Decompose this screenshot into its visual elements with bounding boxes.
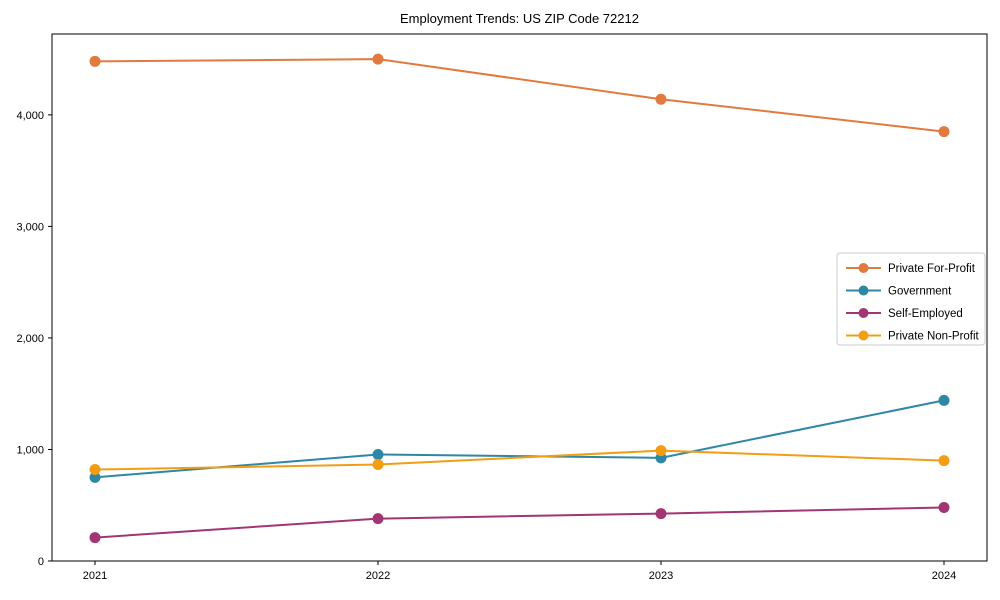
data-point-private-non-profit [89, 464, 101, 476]
legend-marker-self-employed [858, 308, 869, 318]
data-point-private-for-profit [89, 55, 101, 67]
plot-border [51, 33, 988, 562]
series-line-private-non-profit [94, 449, 945, 471]
x-axis-tick-label: 2021 [83, 570, 107, 582]
data-point-government [938, 394, 950, 406]
legend-marker-government [858, 285, 869, 296]
y-axis-tick-label: 0 [38, 556, 44, 568]
data-point-private-for-profit [372, 53, 384, 65]
legend-marker-private-non-profit [858, 330, 869, 341]
data-point-private-non-profit [372, 459, 384, 471]
legend-label-government: Government [888, 286, 952, 298]
legend-label-private-non-profit: Private Non-Profit [888, 331, 980, 343]
y-axis-tick-label: 2,000 [16, 333, 44, 345]
series-line-self-employed [94, 506, 945, 539]
data-point-government [372, 448, 384, 460]
data-point-private-for-profit [938, 126, 950, 138]
legend-label-self-employed: Self-Employed [888, 308, 963, 320]
data-point-self-employed [655, 508, 667, 520]
x-axis-tick-label: 2022 [366, 570, 390, 582]
y-axis-tick-label: 4,000 [16, 110, 44, 122]
data-point-self-employed [372, 513, 384, 525]
series-line-government [94, 399, 945, 479]
data-point-government [89, 471, 101, 483]
x-axis-tick-label: 2024 [932, 570, 956, 582]
data-point-self-employed [938, 501, 950, 513]
data-point-private-non-profit [938, 455, 950, 467]
x-axis-tick-label: 2023 [649, 570, 673, 582]
legend-label-private-for-profit: Private For-Profit [888, 263, 976, 275]
y-axis-tick-label: 1,000 [16, 444, 44, 456]
chart-title: Employment Trends: US ZIP Code 72212 [400, 11, 639, 26]
data-point-private-for-profit [655, 93, 667, 105]
legend-box [836, 252, 986, 346]
legend-marker-private-for-profit [858, 263, 869, 273]
series-line-private-for-profit [94, 58, 945, 133]
data-point-self-employed [89, 532, 101, 544]
y-axis-tick-label: 3,000 [16, 221, 44, 233]
data-point-private-non-profit [655, 445, 667, 457]
